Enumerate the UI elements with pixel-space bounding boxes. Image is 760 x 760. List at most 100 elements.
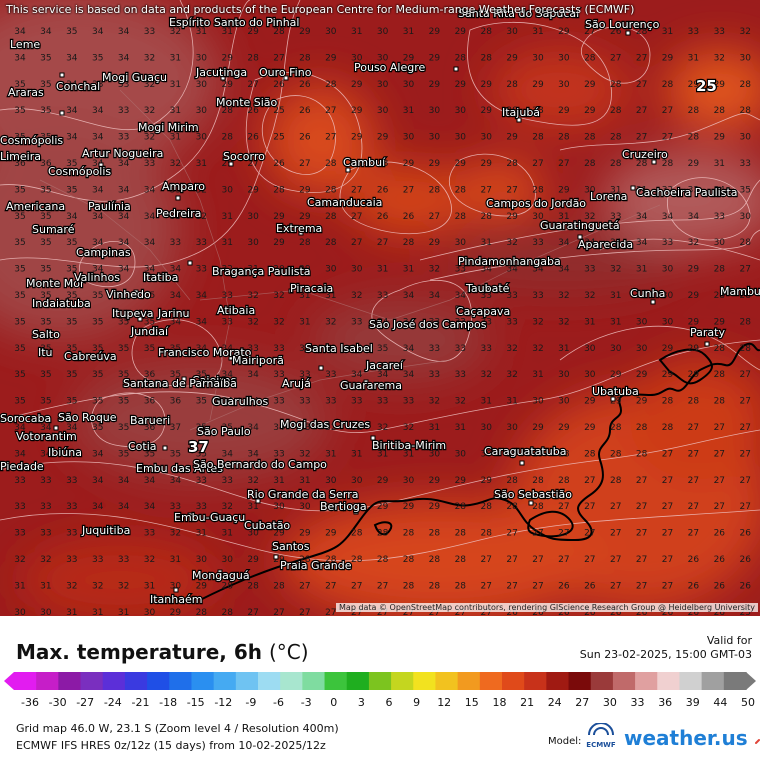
grid-value: 27 xyxy=(662,106,673,116)
grid-value: 32 xyxy=(144,555,155,565)
grid-value: 28 xyxy=(221,106,233,116)
grid-value: 28 xyxy=(506,476,518,486)
grid-value: 33 xyxy=(273,397,284,407)
map-attribution[interactable]: Map data © OpenStreetMap contributors, r… xyxy=(336,603,758,612)
grid-value: 34 xyxy=(66,449,78,459)
grid-value: 34 xyxy=(584,238,596,248)
grid-value: 31 xyxy=(196,529,207,539)
grid-value: 30 xyxy=(351,53,363,63)
grid-value: 29 xyxy=(273,555,285,565)
grid-value: 35 xyxy=(40,80,51,90)
grid-value: 35 xyxy=(92,317,103,327)
grid-value: 27 xyxy=(688,502,699,512)
grid-value: 34 xyxy=(144,502,156,512)
grid-value: 31 xyxy=(610,291,621,301)
grid-value: 34 xyxy=(247,423,259,433)
grid-value: 25 xyxy=(273,133,284,143)
grid-value: 33 xyxy=(144,159,155,169)
place-label: Itatiba xyxy=(143,271,178,284)
grid-value: 28 xyxy=(714,344,726,354)
grid-value: 32 xyxy=(14,555,25,565)
grid-value: 27 xyxy=(714,502,725,512)
forecast-map[interactable]: 34 34 35 34 34 33 32 31 31 29 28 29 30 31 30 31 29 29 28 30… xyxy=(0,0,760,616)
grid-value: 31 xyxy=(558,344,569,354)
scale-tick-label: -6 xyxy=(273,696,284,709)
grid-value: 31 xyxy=(221,27,232,37)
scale-arrow-right xyxy=(746,672,756,690)
grid-value: 28 xyxy=(273,185,285,195)
grid-value: 33 xyxy=(325,397,336,407)
grid-value: 34 xyxy=(40,423,52,433)
grid-value: 34 xyxy=(92,238,104,248)
grid-value: 31 xyxy=(325,291,336,301)
grid-value: 29 xyxy=(506,133,518,143)
grid-value: 33 xyxy=(118,133,129,143)
grid-value: 32 xyxy=(739,27,750,37)
grid-value: 28 xyxy=(584,53,596,63)
grid-value: 35 xyxy=(92,291,103,301)
grid-value: 35 xyxy=(66,238,77,248)
grid-value: 31 xyxy=(636,185,647,195)
grid-value: 29 xyxy=(351,133,363,143)
place-label: Valinhos xyxy=(74,271,120,284)
scale-tick-label: -9 xyxy=(245,696,257,709)
scale-tick-label: 27 xyxy=(575,696,590,709)
place-label: Santana de Parnaíba xyxy=(123,377,237,390)
place-label: Ibiúna xyxy=(48,446,82,459)
grid-value: 33 xyxy=(170,238,181,248)
grid-value: 28 xyxy=(506,80,518,90)
grid-value: 27 xyxy=(739,397,750,407)
grid-value: 27 xyxy=(584,476,595,486)
grid-value: 30 xyxy=(739,133,751,143)
grid-value: 35 xyxy=(92,397,103,407)
place-label: Itu xyxy=(38,346,53,359)
ecmwf-logo[interactable]: ECMWF xyxy=(584,722,618,749)
grid-value: 27 xyxy=(610,555,621,565)
grid-value: 32 xyxy=(144,53,155,63)
grid-value: 35 xyxy=(66,370,77,380)
grid-value: 29 xyxy=(221,159,233,169)
grid-value: 35 xyxy=(144,449,155,459)
grid-value: 28 xyxy=(429,555,441,565)
grid-value: 30 xyxy=(480,423,492,433)
grid-value: 28 xyxy=(714,370,726,380)
scale-swatch xyxy=(147,672,170,690)
grid-value: 28 xyxy=(558,449,570,459)
grid-value: 27 xyxy=(610,502,621,512)
grid-value: 28 xyxy=(714,265,726,275)
grid-value: 31 xyxy=(118,608,129,616)
grid-value: 29 xyxy=(429,502,441,512)
grid-value: 29 xyxy=(688,265,700,275)
grid-value: 30 xyxy=(584,344,596,354)
grid-value: 30 xyxy=(558,80,570,90)
weather-us-logo[interactable]: weather.us xyxy=(624,726,760,750)
grid-value: 32 xyxy=(455,397,466,407)
grid-value: 33 xyxy=(14,476,25,486)
grid-value: 35 xyxy=(40,133,51,143)
grid-value: 34 xyxy=(196,317,208,327)
grid-value: 35 xyxy=(14,238,25,248)
grid-value: 26 xyxy=(299,133,311,143)
grid-value: 27 xyxy=(558,555,569,565)
scale-tick-label: 3 xyxy=(357,696,365,709)
place-label: São Lourenço xyxy=(585,18,660,31)
scale-swatch xyxy=(191,672,215,690)
place-label: Barueri xyxy=(130,414,170,427)
grid-value: 28 xyxy=(325,185,337,195)
grid-value: 28 xyxy=(455,53,467,63)
grid-value: 30 xyxy=(221,555,233,565)
grid-value: 27 xyxy=(610,53,621,63)
grid-value: 28 xyxy=(221,608,233,616)
grid-value: 28 xyxy=(480,53,492,63)
grid-value: 27 xyxy=(714,423,725,433)
highlight-value-high: 37 xyxy=(188,438,209,456)
grid-value: 32 xyxy=(170,159,181,169)
scale-swatch xyxy=(258,672,281,690)
grid-value: 31 xyxy=(532,27,543,37)
grid-value: 28 xyxy=(377,159,389,169)
grid-value: 35 xyxy=(40,53,51,63)
grid-value: 26 xyxy=(714,529,726,539)
grid-value: 29 xyxy=(299,529,311,539)
scale-swatch xyxy=(36,672,59,690)
grid-value: 33 xyxy=(299,423,310,433)
